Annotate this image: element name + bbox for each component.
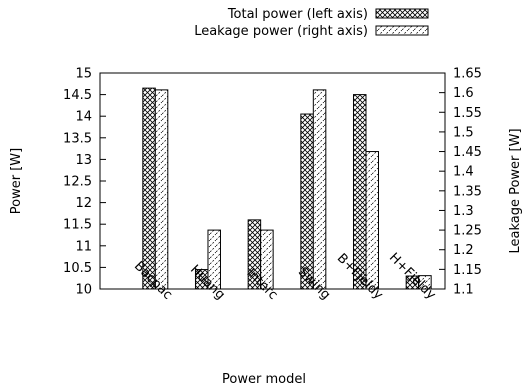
left-tick-label: 10.5 <box>63 261 92 276</box>
left-tick-label: 15 <box>75 67 92 82</box>
right-tick-label: 1.55 <box>453 106 482 121</box>
right-tick-label: 1.15 <box>453 263 482 278</box>
left-axis-title: Power [W] <box>9 148 24 214</box>
legend-swatch-leakage-power <box>375 25 429 36</box>
x-axis-title: Power model <box>222 372 306 387</box>
left-tick-label: 11 <box>75 239 92 254</box>
right-tick-label: 1.45 <box>453 145 482 160</box>
bar-leakage-power-right-axis-interc <box>260 229 274 290</box>
right-tick-label: 1.3 <box>453 204 474 219</box>
right-tick-label: 1.2 <box>453 243 474 258</box>
right-tick-label: 1.1 <box>453 283 474 298</box>
right-tick-label: 1.65 <box>453 67 482 82</box>
right-tick-label: 1.6 <box>453 86 474 101</box>
x-axis: Bacpac Huang Interc Swing B+Fjeldy H+Fjeldy <box>131 250 439 303</box>
bar-leakage-power-right-axis-swing <box>312 89 327 290</box>
right-tick-label: 1.35 <box>453 184 482 199</box>
legend-swatch-total-power <box>375 8 429 19</box>
bar-leakage-power-right-axis-b-fjeldy <box>365 151 379 290</box>
right-axis: 1.1 1.15 1.2 1.25 1.3 1.35 1.4 1.45 1.5 1.55 1.6 1.… <box>439 67 482 298</box>
right-axis-title: Leakage Power [W] <box>508 128 523 253</box>
left-tick-label: 13 <box>75 153 92 168</box>
bar-leakage-power-right-axis-huang <box>207 229 221 290</box>
right-tick-label: 1.5 <box>453 125 474 140</box>
bar-leakage-power-right-axis-h-fjeldy <box>418 275 432 290</box>
legend: Total power (left axis) Leakage power (r… <box>194 7 429 39</box>
bar-total-power-left-axis-b-fjeldy <box>352 94 367 290</box>
left-tick-label: 14.5 <box>63 88 92 103</box>
x-tick-label-huang: Huang <box>187 262 228 303</box>
right-tick-label: 1.25 <box>453 224 482 239</box>
left-tick-label: 11.5 <box>63 218 92 233</box>
right-tick-label: 1.4 <box>453 165 474 180</box>
legend-label-total-power: Total power (left axis) <box>227 7 368 22</box>
bar-total-power-left-axis-bacpac <box>142 87 156 290</box>
bar-leakage-power-right-axis-bacpac <box>154 89 169 290</box>
left-tick-label: 14 <box>75 110 92 125</box>
bars <box>142 87 432 290</box>
left-tick-label: 13.5 <box>63 131 92 146</box>
legend-label-leakage-power: Leakage power (right axis) <box>194 24 368 39</box>
left-tick-label: 12 <box>75 196 92 211</box>
left-tick-label: 10 <box>75 283 92 298</box>
bar-total-power-left-axis-swing <box>300 113 314 290</box>
left-axis: 10 10.5 11 11.5 12 12.5 13 13.5 14 14.5 15 <box>63 67 106 298</box>
left-tick-label: 12.5 <box>63 175 92 190</box>
